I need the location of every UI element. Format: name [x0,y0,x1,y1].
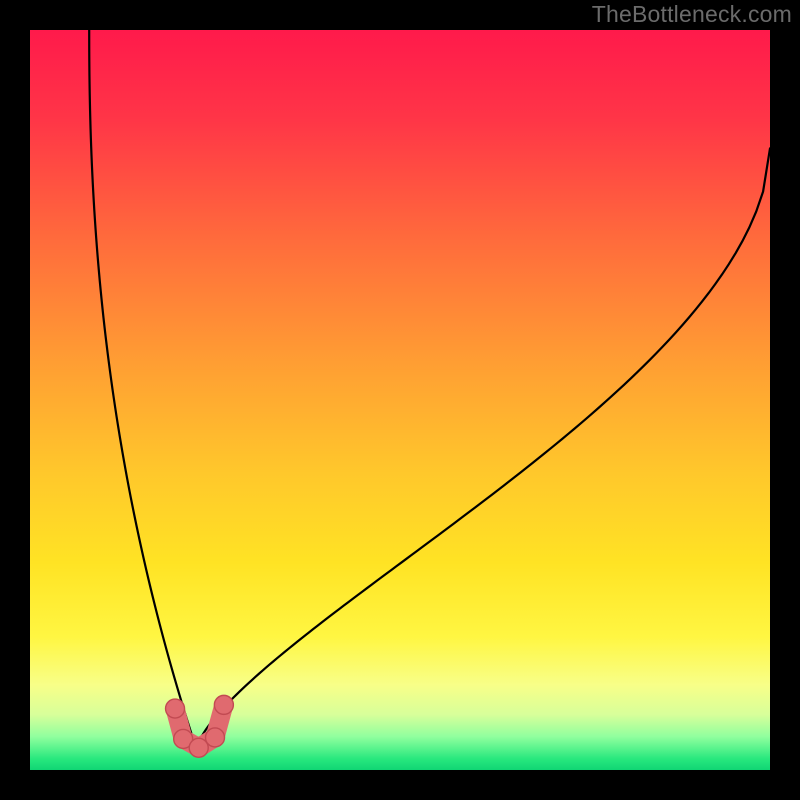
bottom-marker-3 [206,728,225,747]
watermark-text: TheBottleneck.com [592,1,792,28]
bottom-marker-2 [189,738,208,757]
bottleneck-chart: TheBottleneck.com [0,0,800,800]
chart-svg [0,0,800,800]
bottom-marker-4 [214,695,233,714]
bottom-marker-0 [166,699,185,718]
